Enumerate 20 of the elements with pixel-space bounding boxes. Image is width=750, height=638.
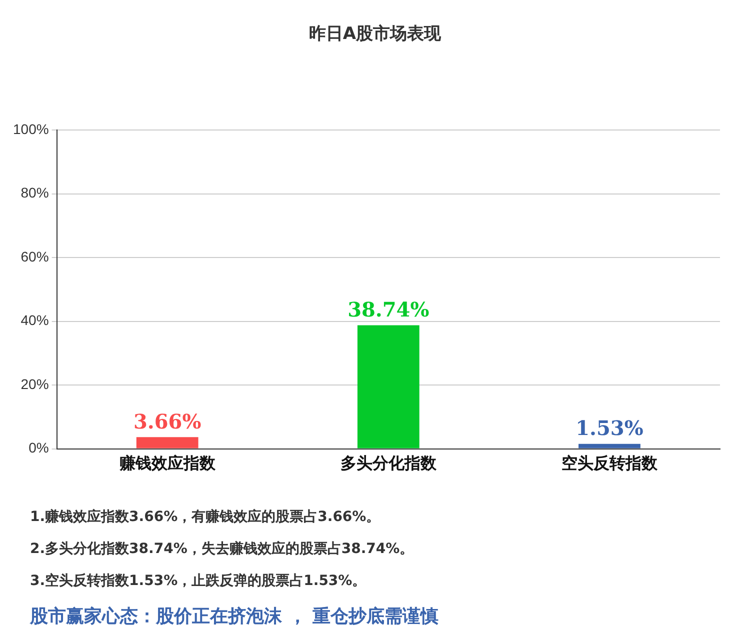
x-tick-label: 赚钱效应指数 [118,454,216,473]
bar [578,444,640,448]
text: 1.赚钱效应指数3.66%，有赚钱效应的股票占3.66%。 [30,508,382,526]
y-tick-label: 100% [12,120,49,137]
text: 2.多头分化指数38.74%，失去赚钱效应的股票占38.74%。 [30,540,415,558]
y-tick-label: 40% [20,312,49,328]
chart-title: 昨日A股市场表现 [308,23,442,45]
y-tick-label: 0% [28,440,49,456]
bar [136,437,198,448]
data-label: 38.74% [348,298,430,322]
y-tick-label: 80% [20,184,49,201]
data-label: 3.66% [133,409,202,434]
y-tick-label: 60% [20,248,49,264]
y-tick-label: 20% [20,376,49,392]
text: 3.空头反转指数1.53%，止跌反弹的股票占1.53%。 [30,572,368,590]
bar [357,325,420,448]
x-tick-label: 空头反转指数 [561,454,658,473]
x-tick-label: 多头分化指数 [340,454,438,473]
data-label: 1.53% [576,416,644,440]
text: 股市赢家心态：股价正在挤泡沫 ， 重仓抄底需谨慎 [30,605,440,628]
